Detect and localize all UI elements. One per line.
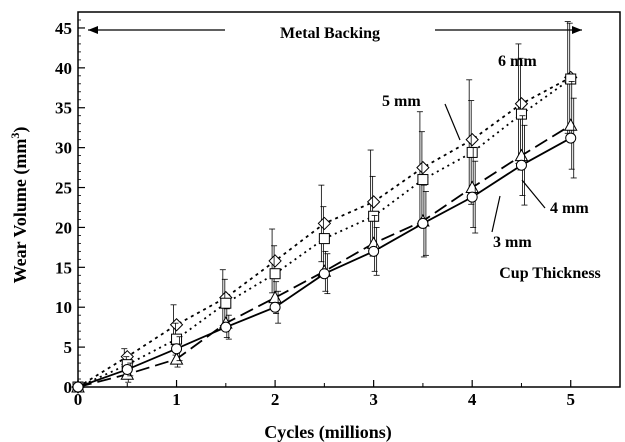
data-point — [514, 97, 529, 111]
y-tick-label-8: 40 — [55, 59, 72, 78]
y-tick-label-6: 30 — [55, 139, 72, 158]
metal-backing-arrowhead-left — [88, 26, 98, 34]
data-point — [121, 363, 133, 375]
plot-frame — [77, 11, 621, 388]
data-point — [465, 132, 479, 147]
x-axis-title: Cycles (millions) — [264, 422, 392, 442]
data-point — [368, 245, 380, 257]
data-point — [269, 301, 281, 313]
series-5mm — [72, 22, 577, 393]
data-point — [269, 268, 281, 280]
data-point — [417, 174, 429, 186]
series-line — [77, 124, 572, 388]
leader-3mm — [491, 195, 501, 233]
data-point — [466, 146, 478, 158]
y-tick-label-1: 5 — [64, 338, 73, 357]
data-point — [366, 195, 381, 209]
data-point — [220, 297, 232, 309]
data-point — [318, 268, 330, 280]
series-label-6mm: 6 mm — [498, 53, 537, 70]
data-point — [515, 108, 527, 120]
y-tick-label-4: 20 — [55, 218, 72, 237]
data-point — [268, 290, 282, 304]
x-tick-label-2: 2 — [271, 390, 280, 409]
series-6mm — [71, 21, 578, 394]
data-point — [466, 191, 478, 203]
data-point — [565, 73, 577, 85]
x-tick-label-1: 1 — [172, 390, 181, 409]
series-line — [77, 78, 572, 388]
data-point — [465, 180, 480, 194]
y-tick-label-0: 0 — [64, 378, 73, 397]
y-axis-title-sup: 3 — [8, 133, 22, 139]
y-axis-title-main: Wear Volume (mm — [10, 139, 31, 284]
data-point — [171, 333, 183, 345]
y-tick-label-5: 25 — [55, 179, 72, 198]
data-point — [268, 254, 282, 268]
x-tick-label-5: 5 — [566, 390, 575, 409]
data-point — [368, 210, 380, 222]
data-point — [72, 381, 84, 393]
data-point — [417, 217, 429, 229]
data-point — [169, 352, 184, 365]
data-point — [565, 132, 577, 144]
data-point — [317, 216, 332, 231]
series-label-4mm: 4 mm — [550, 200, 589, 217]
data-point — [515, 159, 527, 171]
series-line — [77, 76, 572, 388]
data-point — [171, 343, 183, 355]
y-tick-label-9: 45 — [55, 19, 72, 38]
x-tick-label-3: 3 — [369, 390, 378, 409]
series-3mm — [72, 97, 577, 393]
metal-backing-arrowhead-right — [572, 26, 582, 34]
data-point — [416, 160, 430, 175]
data-point — [514, 148, 529, 162]
x-tick-label-0: 0 — [74, 390, 83, 409]
series-label-5mm: 5 mm — [382, 93, 421, 110]
series-line — [77, 137, 572, 388]
data-point — [169, 318, 184, 332]
leader-5mm — [444, 103, 461, 141]
annotation-cup-thickness: Cup Thickness — [499, 265, 601, 282]
data-point — [563, 118, 578, 131]
annotation-metal-backing: Metal Backing — [280, 25, 380, 42]
y-tick-label-2: 10 — [55, 298, 72, 317]
x-tick-label-4: 4 — [468, 390, 477, 409]
y-axis-title-end: ) — [10, 127, 31, 133]
y-tick-label-3: 15 — [55, 258, 72, 277]
data-point — [318, 233, 330, 245]
leader-4mm — [521, 179, 546, 209]
series-label-3mm: 3 mm — [493, 234, 532, 251]
y-axis-title: Wear Volume (mm3) — [8, 127, 31, 284]
data-point — [220, 321, 232, 333]
y-tick-label-7: 35 — [55, 99, 72, 118]
